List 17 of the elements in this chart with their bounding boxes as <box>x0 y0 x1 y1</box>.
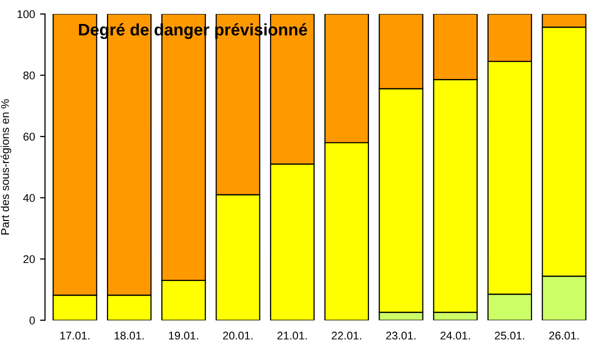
y-tick-label: 100 <box>18 10 35 18</box>
y-axis-title: Part des sous-régions en % <box>0 99 12 234</box>
x-tick-label: 26.01. <box>549 332 579 340</box>
x-tick-label: 22.01. <box>332 332 362 340</box>
y-tick-label: 0 <box>30 316 35 324</box>
x-tick-label: 21.01. <box>277 332 307 340</box>
x-tick-label: 17.01. <box>60 332 90 340</box>
y-tick-label: 60 <box>23 132 35 141</box>
x-tick-label: 25.01. <box>494 332 524 340</box>
x-tick-label: 23.01. <box>386 332 416 340</box>
x-tick-label: 20.01. <box>223 332 252 340</box>
y-tick-label: 80 <box>23 72 35 80</box>
y-tick-label: 40 <box>23 194 35 202</box>
x-tick-label: 24.01. <box>440 332 470 340</box>
x-tick-label: 19.01. <box>169 332 198 340</box>
x-tick-label: 18.01. <box>114 332 144 340</box>
y-tick-label: 20 <box>23 255 35 264</box>
